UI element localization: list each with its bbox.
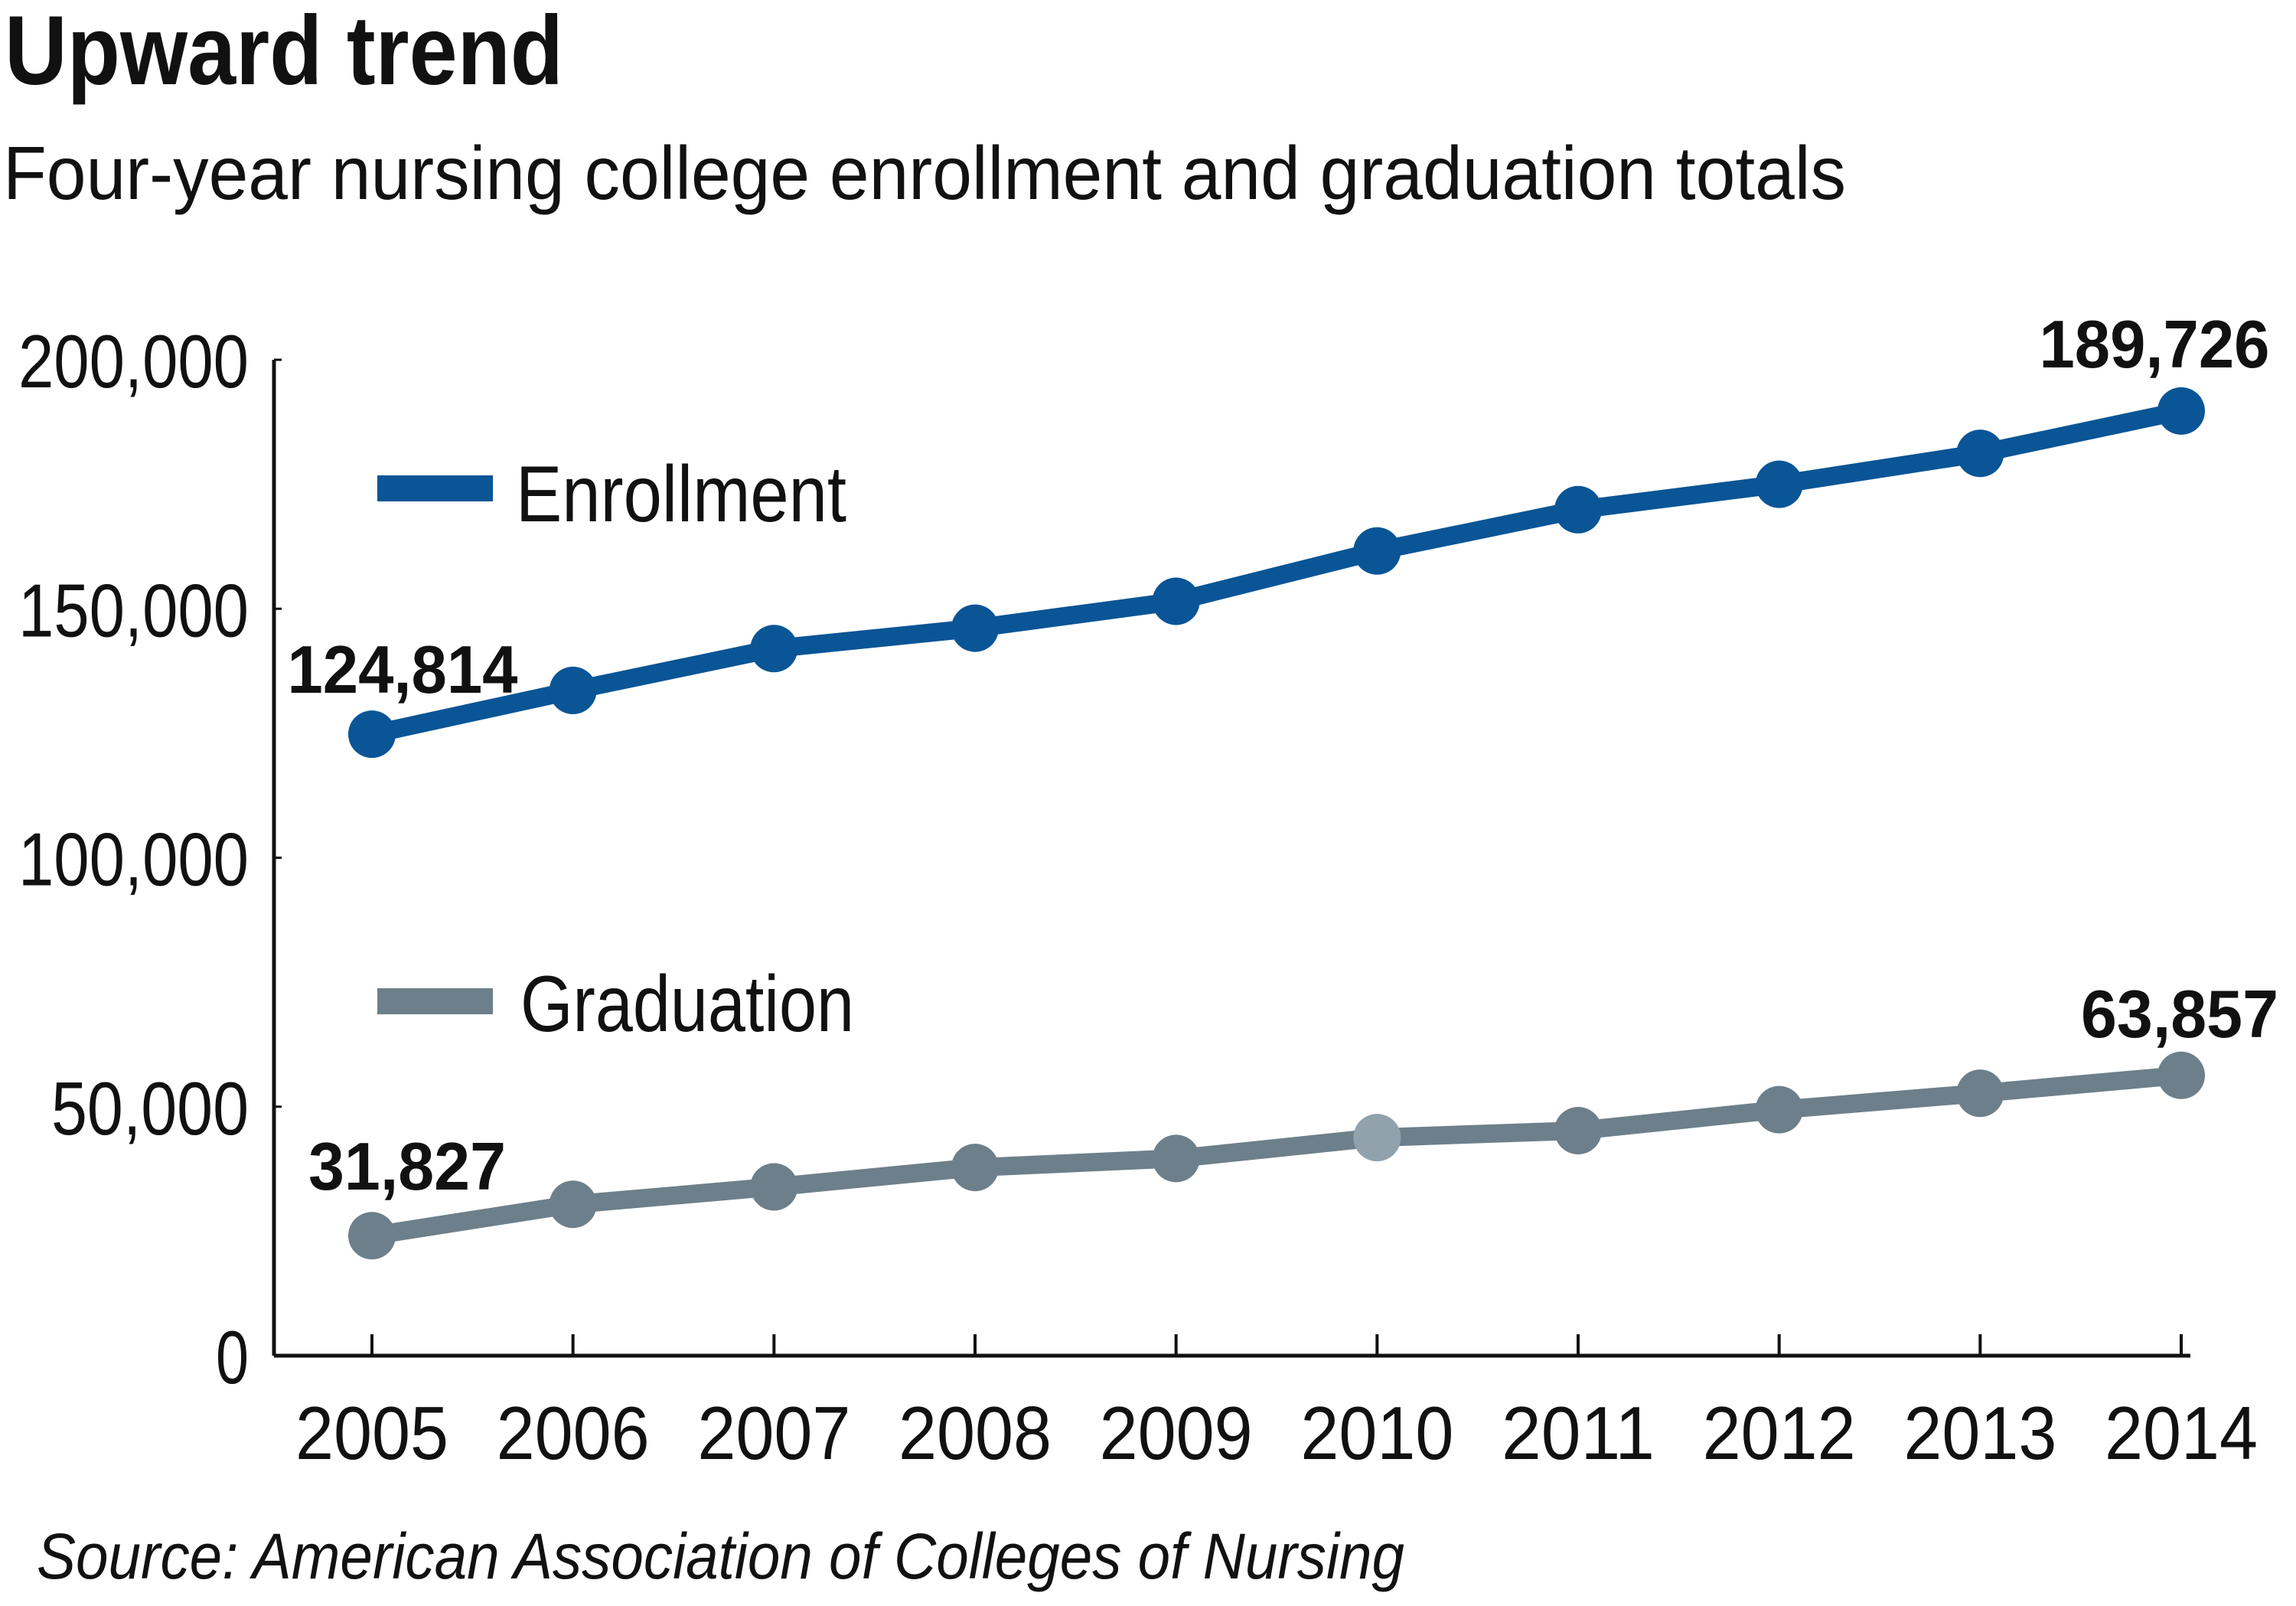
source-note: Source: American Association of Colleges… <box>37 1520 1404 1592</box>
data-point-graduation <box>348 1212 396 1260</box>
x-tick-label: 2013 <box>1903 1391 2056 1475</box>
x-tick-label: 2010 <box>1300 1391 1453 1475</box>
x-tick-label: 2006 <box>497 1391 650 1475</box>
data-point-graduation <box>1554 1106 1602 1154</box>
data-point-graduation <box>1956 1069 2004 1118</box>
x-tick-label: 2008 <box>899 1391 1052 1475</box>
data-point-graduation <box>2157 1051 2205 1099</box>
axes: 0 50,000 100,000 150,000 200,000 2005 2006 2007… <box>18 319 2258 1475</box>
plot-area: 124,814 189,726 31,827 63,857 <box>288 306 2278 1260</box>
data-point-enrollment <box>348 710 396 759</box>
data-label-enrollment: 189,726 <box>2040 306 2270 382</box>
data-point-graduation <box>1353 1114 1401 1162</box>
data-point-enrollment <box>1755 460 1803 508</box>
data-point-graduation <box>1152 1134 1200 1183</box>
data-point-graduation <box>1755 1085 1803 1134</box>
series-line-graduation <box>370 1066 2183 1245</box>
data-point-enrollment <box>750 625 798 673</box>
data-point-enrollment <box>951 604 999 652</box>
data-point-enrollment <box>549 666 597 714</box>
y-tick-label: 0 <box>216 1315 249 1399</box>
chart-subtitle: Four-year nursing college enrollment and… <box>3 131 1846 215</box>
legend-label-graduation: Graduation <box>520 960 854 1049</box>
data-point-graduation <box>750 1163 798 1211</box>
y-tick-label: 100,000 <box>18 818 249 902</box>
data-point-enrollment <box>1554 485 1602 534</box>
data-label-graduation: 63,857 <box>2081 976 2278 1052</box>
x-tick-label: 2014 <box>2105 1391 2258 1475</box>
series-line-enrollment <box>370 402 2183 743</box>
y-tick-label: 50,000 <box>51 1066 249 1151</box>
data-point-enrollment <box>1152 577 1200 625</box>
data-point-enrollment <box>1353 527 1401 575</box>
data-label-enrollment: 124,814 <box>288 632 518 707</box>
y-tick-label: 200,000 <box>18 319 249 403</box>
x-tick-label: 2009 <box>1100 1391 1253 1475</box>
x-tick-label: 2007 <box>697 1391 850 1475</box>
y-tick-label: 150,000 <box>18 568 249 652</box>
data-point-graduation <box>549 1180 597 1229</box>
data-point-graduation <box>951 1144 999 1192</box>
x-tick-label: 2011 <box>1502 1391 1655 1475</box>
data-point-enrollment <box>1956 429 2004 478</box>
data-point-enrollment <box>2157 387 2205 435</box>
x-tick-label: 2005 <box>295 1391 448 1475</box>
x-tick-label: 2012 <box>1703 1391 1856 1475</box>
data-label-graduation: 31,827 <box>308 1128 506 1204</box>
legend-label-enrollment: Enrollment <box>516 450 846 539</box>
legend: Enrollment Graduation <box>377 450 854 1049</box>
chart-title: Upward trend <box>5 0 563 106</box>
